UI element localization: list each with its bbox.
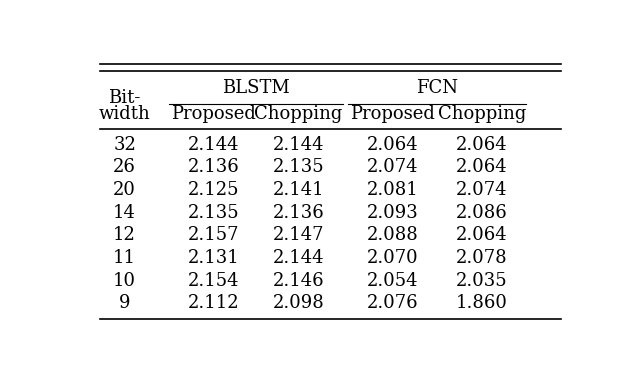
Text: 2.064: 2.064 — [367, 136, 419, 154]
Text: 2.136: 2.136 — [273, 204, 324, 222]
Text: 2.078: 2.078 — [456, 249, 508, 267]
Text: Chopping: Chopping — [254, 105, 342, 123]
Text: 2.144: 2.144 — [273, 249, 324, 267]
Text: 2.141: 2.141 — [273, 181, 324, 199]
Text: 12: 12 — [113, 226, 136, 244]
Text: 2.076: 2.076 — [367, 294, 419, 312]
Text: 2.074: 2.074 — [456, 181, 508, 199]
Text: 2.136: 2.136 — [188, 158, 240, 176]
Text: FCN: FCN — [416, 79, 458, 97]
Text: 2.064: 2.064 — [456, 226, 508, 244]
Text: 2.035: 2.035 — [456, 272, 508, 290]
Text: 2.054: 2.054 — [367, 272, 418, 290]
Text: 2.154: 2.154 — [188, 272, 239, 290]
Text: 32: 32 — [113, 136, 136, 154]
Text: 20: 20 — [113, 181, 136, 199]
Text: Proposed: Proposed — [350, 105, 435, 123]
Text: 10: 10 — [113, 272, 136, 290]
Text: 2.135: 2.135 — [188, 204, 240, 222]
Text: 1.860: 1.860 — [456, 294, 508, 312]
Text: 2.146: 2.146 — [273, 272, 324, 290]
Text: 2.131: 2.131 — [188, 249, 240, 267]
Text: 2.125: 2.125 — [188, 181, 239, 199]
Text: 2.098: 2.098 — [273, 294, 324, 312]
Text: 2.112: 2.112 — [188, 294, 240, 312]
Text: BLSTM: BLSTM — [222, 79, 290, 97]
Text: 2.147: 2.147 — [273, 226, 324, 244]
Text: 2.064: 2.064 — [456, 158, 508, 176]
Text: 2.064: 2.064 — [456, 136, 508, 154]
Text: Chopping: Chopping — [438, 105, 526, 123]
Text: 2.144: 2.144 — [188, 136, 239, 154]
Text: 26: 26 — [113, 158, 136, 176]
Text: Bit-: Bit- — [108, 89, 141, 107]
Text: 2.070: 2.070 — [367, 249, 419, 267]
Text: 2.144: 2.144 — [273, 136, 324, 154]
Text: width: width — [99, 105, 150, 123]
Text: 2.074: 2.074 — [367, 158, 418, 176]
Text: Proposed: Proposed — [172, 105, 257, 123]
Text: 11: 11 — [113, 249, 136, 267]
Text: 2.086: 2.086 — [456, 204, 508, 222]
Text: 2.081: 2.081 — [367, 181, 419, 199]
Text: 14: 14 — [113, 204, 136, 222]
Text: 2.157: 2.157 — [188, 226, 239, 244]
Text: 2.088: 2.088 — [367, 226, 419, 244]
Text: 9: 9 — [119, 294, 131, 312]
Text: 2.135: 2.135 — [273, 158, 324, 176]
Text: 2.093: 2.093 — [367, 204, 419, 222]
